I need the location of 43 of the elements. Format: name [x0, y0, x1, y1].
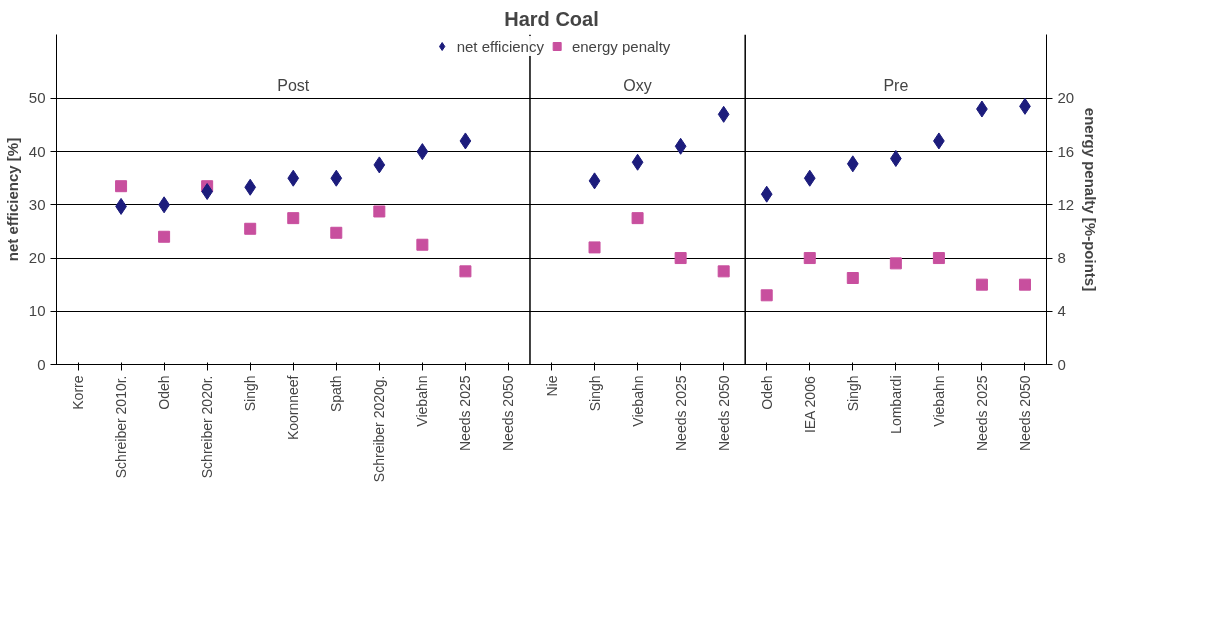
y-tick-label: 30: [28, 195, 46, 213]
x-tick-label: Schreiber 2020g.: [371, 375, 388, 483]
x-tick-label: Odeh: [156, 375, 173, 410]
annotation: Pre: [883, 77, 909, 95]
x-tick-label: Needs 2050: [1016, 375, 1033, 451]
y2-tick-label: 4: [1057, 302, 1066, 320]
x-tick-label: Spath: [328, 375, 345, 413]
x-tick-label: Viebahn: [629, 375, 646, 427]
y-tick-label: 20: [28, 249, 46, 267]
legend-label: energy penalty: [571, 37, 671, 55]
x-tick-label: Needs 2025: [672, 375, 689, 451]
annotation: Post: [277, 77, 310, 95]
y2-tick-label: 16: [1057, 142, 1075, 160]
x-tick-label: Schreiber 2020r.: [199, 375, 216, 479]
y-axis-title: net efficiency [%]: [3, 137, 21, 262]
x-tick-label: Odeh: [758, 375, 775, 410]
x-tick-label: Needs 2050: [715, 375, 732, 451]
x-tick-label: Singh: [844, 375, 861, 412]
x-tick-label: Singh: [242, 375, 259, 412]
y-tick-label: 40: [28, 142, 46, 160]
x-tick-label: Singh: [586, 375, 603, 412]
y-tick-label: 50: [28, 89, 46, 107]
y-tick-label: 10: [28, 302, 46, 320]
y2-tick-label: 8: [1057, 249, 1066, 267]
x-tick-label: Koornneef: [285, 375, 302, 441]
x-tick-label: IEA 2006: [801, 376, 818, 434]
x-tick-label: Korre: [70, 375, 87, 410]
annotation: Oxy: [623, 77, 652, 95]
x-tick-label: Needs 2025: [973, 375, 990, 451]
x-tick-label: Needs 2025: [457, 375, 474, 451]
x-tick-label: Lombardi: [887, 375, 904, 434]
x-tick-label: Needs 2050: [500, 375, 517, 451]
y-tick-label: 0: [37, 355, 46, 373]
x-tick-label: Nie: [543, 375, 560, 397]
legend-label: net efficiency: [456, 37, 544, 55]
x-tick-label: Schreiber 2010r.: [113, 375, 130, 479]
y2-axis-title: energy penalty [%-points]: [1082, 107, 1100, 292]
y2-tick-label: 12: [1057, 195, 1075, 213]
x-tick-label: Viebahn: [930, 375, 947, 427]
chart-title: Hard Coal: [504, 7, 599, 30]
x-tick-label: Viebahn: [414, 375, 431, 427]
y2-tick-label: 20: [1057, 89, 1075, 107]
y2-tick-label: 0: [1057, 355, 1066, 373]
